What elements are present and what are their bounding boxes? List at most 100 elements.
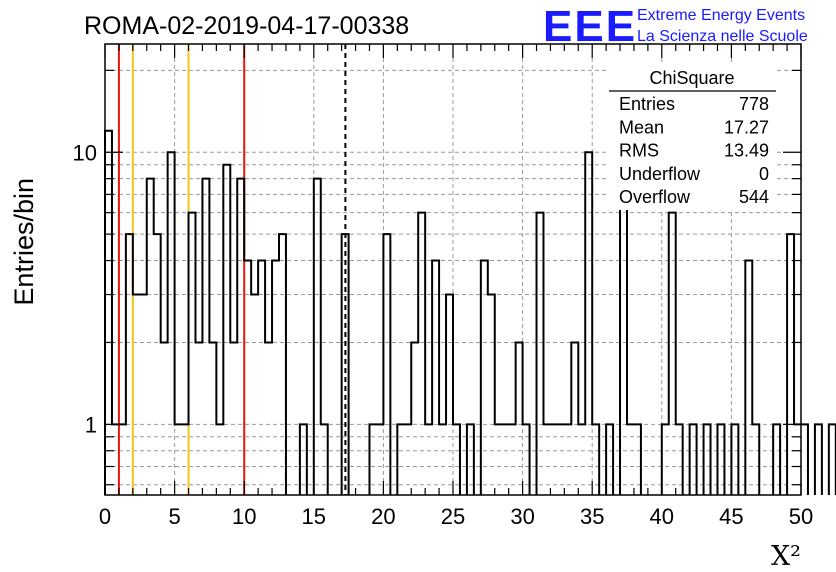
histogram-bin: [829, 424, 836, 495]
histogram-bin: [105, 131, 112, 495]
y-tick-labels: 1 10: [73, 140, 97, 437]
histogram-bin: [627, 424, 634, 495]
histogram-bin: [133, 295, 140, 495]
histogram-bin: [321, 424, 328, 495]
org-name-line1: Extreme Energy Events: [637, 7, 805, 24]
x-tick-label: 10: [232, 504, 256, 529]
histogram-bin: [752, 424, 759, 495]
x-tick-label: 0: [99, 504, 111, 529]
histogram-bin: [216, 424, 223, 495]
histogram-bin: [731, 424, 738, 495]
histogram-bin: [467, 424, 474, 495]
histogram-bin: [557, 424, 564, 495]
stats-value-overflow: 544: [739, 187, 769, 207]
stats-value-underflow: 0: [759, 164, 769, 184]
x-tick-label: 45: [719, 504, 743, 529]
chart-title: ROMA-02-2019-04-17-00338: [84, 12, 409, 40]
histogram-bin: [453, 424, 460, 495]
histogram-bin: [126, 234, 133, 495]
histogram-bin: [209, 342, 216, 495]
histogram-bin: [168, 152, 175, 495]
x-tick-label: 50: [789, 504, 813, 529]
histogram-bin: [251, 295, 258, 495]
stats-label-rms: RMS: [619, 141, 659, 161]
histogram-bin: [230, 342, 237, 495]
histogram-bin: [244, 261, 251, 495]
histogram-bin: [425, 424, 432, 495]
histogram-bin: [481, 261, 488, 495]
histogram-bin: [815, 424, 822, 495]
stats-box-title: ChiSquare: [649, 68, 734, 88]
stats-label-mean: Mean: [619, 117, 664, 137]
histogram-bin: [787, 234, 794, 495]
histogram-bin: [314, 179, 321, 495]
histogram-bin: [411, 342, 418, 495]
histogram-bin: [592, 424, 599, 495]
x-axis-label: X²: [771, 541, 801, 572]
histogram-bin: [502, 424, 509, 495]
histogram-bin: [509, 424, 516, 495]
histogram-bin: [801, 424, 808, 495]
histogram-bin: [342, 234, 349, 495]
y-tick-label: 1: [85, 412, 97, 437]
histogram-bin: [676, 424, 683, 495]
histogram-bin: [439, 424, 446, 495]
stats-label-overflow: Overflow: [619, 187, 691, 207]
x-tick-label: 20: [371, 504, 395, 529]
eee-logo-text: EEE: [543, 2, 637, 51]
histogram-bin: [272, 261, 279, 495]
eee-logo: EEE Extreme Energy Events La Scienza nel…: [543, 2, 808, 51]
histogram-bin: [300, 424, 307, 495]
histogram-bin: [418, 213, 425, 495]
histogram-bin: [550, 424, 557, 495]
stats-box: ChiSquare Entries 778 Mean 17.27 RMS 13.49 Und…: [608, 64, 776, 210]
org-name-line2: La Scienza nelle Scuole: [637, 28, 808, 45]
x-tick-label: 15: [302, 504, 326, 529]
histogram-bin: [446, 295, 453, 495]
y-axis-label: Entries/bin: [9, 178, 39, 306]
histogram-bin: [147, 179, 154, 495]
histogram-bin: [537, 213, 544, 495]
histogram-bin: [182, 424, 189, 495]
histogram-bin: [745, 261, 752, 495]
histogram-bin: [669, 213, 676, 495]
histogram-bin: [404, 424, 411, 495]
histogram-bin: [265, 342, 272, 495]
histogram-bin: [585, 152, 592, 495]
histogram-bin: [383, 234, 390, 495]
x-tick-label: 40: [650, 504, 674, 529]
stats-label-underflow: Underflow: [619, 164, 701, 184]
histogram-bin: [690, 424, 697, 495]
histogram-bin: [140, 295, 147, 495]
axis-ticks: [104, 44, 802, 495]
histogram-bin: [397, 424, 404, 495]
histogram-bin: [432, 261, 439, 495]
histogram-bin: [223, 165, 230, 495]
y-tick-label: 10: [73, 140, 97, 165]
histogram-bin: [154, 234, 161, 495]
histogram-bin: [516, 342, 523, 495]
histogram-bin: [704, 424, 711, 495]
histogram-bin: [202, 179, 209, 495]
x-tick-label: 25: [441, 504, 465, 529]
histogram-bin: [376, 424, 383, 495]
histogram-bin: [634, 424, 641, 495]
stats-label-entries: Entries: [619, 94, 675, 114]
histogram-bin: [495, 424, 502, 495]
histogram-bin: [662, 424, 669, 495]
histogram-bin: [369, 424, 376, 495]
x-tick-labels: 0 5 10 15 20 25 30 35 40 45 50: [99, 504, 813, 529]
histogram-bin: [543, 424, 550, 495]
stats-box-background: [608, 64, 776, 210]
histogram-bin: [606, 424, 613, 495]
x-tick-label: 5: [168, 504, 180, 529]
histogram-bin: [175, 424, 182, 495]
histogram-bin: [237, 179, 244, 495]
histogram-bin: [523, 424, 530, 495]
histogram-bin: [279, 234, 286, 495]
histogram-bin: [578, 424, 585, 495]
histogram-bin: [773, 424, 780, 495]
x-tick-label: 30: [510, 504, 534, 529]
x-tick-label: 35: [580, 504, 604, 529]
